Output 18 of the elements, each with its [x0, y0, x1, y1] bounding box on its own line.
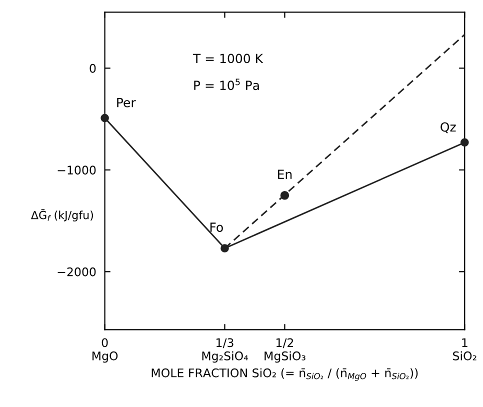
y-tick-label: −1000 [58, 166, 96, 175]
y-tick-label: 0 [90, 64, 96, 73]
point [100, 114, 109, 122]
annotation: Per [117, 98, 136, 108]
y-axis-title: ΔḠ$_{f}$ (kJ/gfu) [30, 209, 93, 222]
annotation: Fo [210, 222, 223, 232]
x-axis-title: MOLE FRACTION SiO₂ (= n̄$_{SiO₂}$ / (n̄$_{MgO}$ + n̄$_{SiO₂}$)) [152, 368, 418, 381]
x-tick-label: 1/2 MgSiO₃ [264, 338, 306, 363]
point [280, 190, 290, 200]
x-tick-label: 0 MgO [92, 338, 118, 363]
annotation: T = 1000 K [192, 54, 264, 64]
x-tick-label: 1 SiO₂ [453, 338, 476, 360]
annotation: P = 10$^{5}$ Pa [194, 78, 259, 90]
x-tick-label: 1/3 Mg₂SiO₄ [202, 338, 248, 363]
annotation: En [278, 170, 292, 179]
annotation: Qz [440, 122, 456, 134]
point [460, 138, 469, 147]
y-tick-label: −2000 [58, 267, 96, 276]
